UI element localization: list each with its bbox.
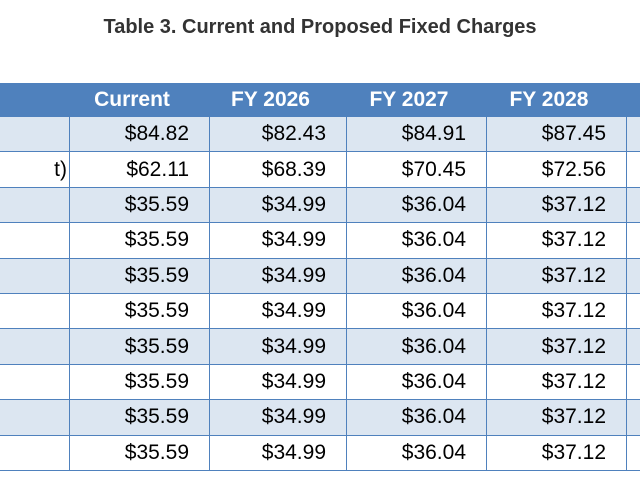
table-cell: $37.12 <box>487 294 627 329</box>
row-label <box>0 400 70 435</box>
header-cell: FY 2027 <box>369 87 449 111</box>
table-cell: $34.99 <box>210 223 347 258</box>
row-label <box>0 117 70 152</box>
table-cell <box>627 329 640 363</box>
table-cell: $36.04 <box>347 435 487 470</box>
table-cell: $34.99 <box>210 187 347 223</box>
table-cell <box>627 294 640 328</box>
table-cell: $36.04 <box>347 258 487 293</box>
table-cell: $35.59 <box>70 364 210 400</box>
table-cell: $70.45 <box>347 152 487 187</box>
table-cell: $35.59 <box>70 435 210 470</box>
table-cell: $68.39 <box>210 152 347 187</box>
table-cell <box>627 117 640 151</box>
table-cell: $34.99 <box>210 364 347 400</box>
table-cell: $37.12 <box>487 364 627 400</box>
table-cell: $34.99 <box>210 258 347 293</box>
header-cell: FY 2028 <box>509 87 589 111</box>
table-cell: $37.12 <box>487 223 627 258</box>
table-row: $84.82 $82.43 $84.91 $87.45 <box>0 117 640 153</box>
table-title: Table 3. Current and Proposed Fixed Char… <box>103 16 537 38</box>
table-cell: $34.99 <box>210 400 347 435</box>
table-cell <box>627 152 640 186</box>
table-cell: $35.59 <box>70 258 210 293</box>
table-cell: $82.43 <box>210 117 347 152</box>
table-cell: $37.12 <box>487 435 627 470</box>
table-cell: $36.04 <box>347 329 487 364</box>
header-row: Current FY 2026 FY 2027 FY 2028 <box>0 83 640 117</box>
table-row: $35.59 $34.99 $36.04 $37.12 <box>0 435 640 471</box>
table-cell: $36.04 <box>347 364 487 400</box>
table-cell <box>627 188 640 222</box>
table-cell: $35.59 <box>70 400 210 435</box>
table-cell: $35.59 <box>70 223 210 258</box>
table-cell: $34.99 <box>210 435 347 470</box>
table-cell: $87.45 <box>487 117 627 152</box>
row-label <box>0 329 70 364</box>
table-cell: $35.59 <box>70 329 210 364</box>
row-label: t) <box>0 152 70 187</box>
table-cell: $84.82 <box>70 117 210 152</box>
table-cell: $36.04 <box>347 187 487 223</box>
row-label <box>0 258 70 293</box>
table-cell: $35.59 <box>70 294 210 329</box>
header-cell: Current <box>94 87 170 111</box>
table-cell: $37.12 <box>487 258 627 293</box>
table-cell: $36.04 <box>347 400 487 435</box>
row-label <box>0 364 70 400</box>
table-cell: $34.99 <box>210 329 347 364</box>
table-row: $35.59 $34.99 $36.04 $37.12 <box>0 364 640 401</box>
table-cell: $34.99 <box>210 294 347 329</box>
table-cell: $72.56 <box>487 152 627 187</box>
table-row: $35.59 $34.99 $36.04 $37.12 <box>0 187 640 224</box>
table-row: t) $62.11 $68.39 $70.45 $72.56 <box>0 152 640 188</box>
table-cell: $37.12 <box>487 187 627 223</box>
table-cell: $62.11 <box>70 152 210 187</box>
table-row: $35.59 $34.99 $36.04 $37.12 <box>0 294 640 330</box>
row-label <box>0 435 70 470</box>
row-label <box>0 187 70 223</box>
table-cell <box>627 259 640 293</box>
table-cell: $37.12 <box>487 329 627 364</box>
table-row: $35.59 $34.99 $36.04 $37.12 <box>0 329 640 365</box>
table-cell <box>627 365 640 399</box>
table-cell <box>627 223 640 257</box>
row-label <box>0 223 70 258</box>
table-row: $35.59 $34.99 $36.04 $37.12 <box>0 400 640 436</box>
table-cell: $37.12 <box>487 400 627 435</box>
table-row: $35.59 $34.99 $36.04 $37.12 <box>0 223 640 259</box>
table-cell <box>627 436 640 470</box>
table-cell: $84.91 <box>347 117 487 152</box>
header-cell: FY 2026 <box>230 87 310 111</box>
table-cell: $35.59 <box>70 187 210 223</box>
table-cell <box>627 400 640 434</box>
table-cell: $36.04 <box>347 294 487 329</box>
table-row: $35.59 $34.99 $36.04 $37.12 <box>0 258 640 294</box>
row-label <box>0 294 70 329</box>
table-cell: $36.04 <box>347 223 487 258</box>
